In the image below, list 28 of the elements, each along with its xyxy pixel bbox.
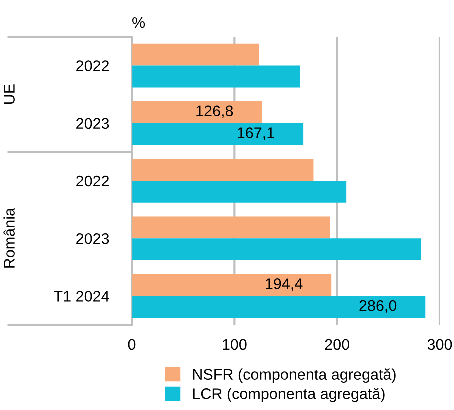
legend-label: LCR (componenta agregată) — [193, 388, 385, 402]
y-tick-label: 2023 — [76, 233, 110, 244]
x-tick-label: 0 — [128, 339, 136, 350]
data-label: 194,4 — [266, 278, 303, 292]
text: România — [4, 208, 15, 268]
y-tick-label: 2023 — [76, 118, 110, 130]
bar — [132, 216, 330, 239]
data-label: 286,0 — [360, 300, 397, 314]
x-tick-label: 100 — [223, 339, 247, 350]
bar — [132, 159, 314, 181]
x-axis-title: % — [132, 17, 146, 28]
text: UE — [4, 84, 15, 104]
bar — [132, 102, 262, 124]
x-tick-label: 200 — [325, 339, 350, 350]
bar — [132, 66, 300, 88]
y-tick-label: T1 2024 — [54, 291, 110, 302]
bar — [132, 274, 332, 296]
data-label: 126,8 — [196, 106, 234, 118]
x-tick-label: 300 — [428, 339, 452, 350]
data-label: 167,1 — [238, 128, 274, 140]
bar — [132, 44, 260, 66]
bar — [132, 296, 426, 318]
y-tick-label: 2022 — [76, 176, 110, 187]
bar — [132, 238, 422, 260]
y-tick-label: 2022 — [76, 60, 110, 72]
legend-label: NSFR (componenta agregată) — [193, 368, 396, 384]
bar — [132, 123, 304, 146]
bar — [132, 181, 347, 203]
